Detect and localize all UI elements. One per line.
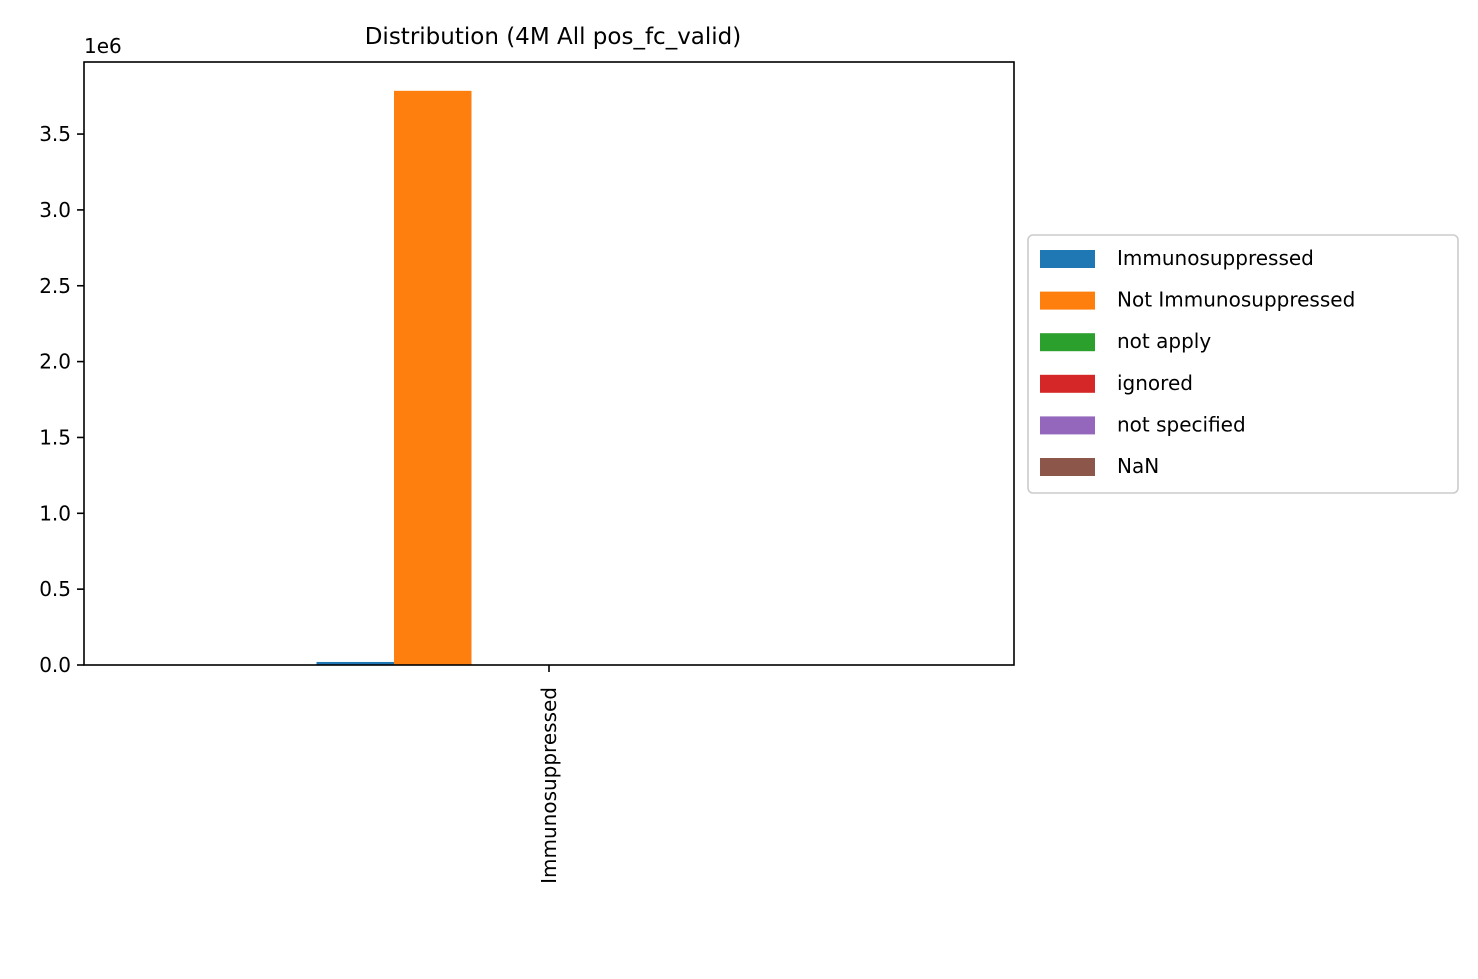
legend-label: ignored [1117, 371, 1193, 395]
bar-not-immunosuppressed [394, 90, 472, 665]
legend-label: Immunosuppressed [1117, 246, 1314, 270]
y-tick-label: 3.0 [39, 198, 71, 222]
bar-immunosuppressed [316, 661, 394, 665]
chart-title: Distribution (4M All pos_fc_valid) [365, 24, 742, 50]
y-tick-label: 1.5 [39, 425, 71, 449]
y-tick-label: 1.0 [39, 501, 71, 525]
y-tick-label: 2.5 [39, 274, 71, 298]
legend-swatch [1040, 291, 1095, 310]
x-tick-label: Immunosuppressed [537, 687, 561, 884]
legend-label: not specified [1117, 412, 1246, 436]
legend-label: Not Immunosuppressed [1117, 288, 1355, 312]
y-axis-offset-label: 1e6 [84, 34, 122, 58]
legend-label: not apply [1117, 329, 1211, 353]
bars [316, 90, 472, 665]
legend-swatch [1040, 416, 1095, 435]
legend: Immunosuppressed Not Immunosuppressed not … [1027, 234, 1459, 494]
plot-area-frame [83, 61, 1015, 666]
legend-swatch [1040, 250, 1095, 268]
y-axis: 0.0 0.5 1.0 1.5 2.0 2.5 3.0 3.5 [39, 122, 84, 677]
y-tick-label: 0.0 [39, 653, 71, 677]
legend-swatch [1040, 374, 1095, 393]
y-tick-label: 0.5 [39, 577, 71, 601]
legend-swatch [1040, 458, 1095, 476]
legend-label: NaN [1117, 454, 1159, 478]
x-axis: Immunosuppressed [537, 665, 561, 884]
y-tick-label: 3.5 [39, 122, 71, 146]
legend-box [1027, 234, 1459, 494]
y-tick-label: 2.0 [39, 350, 71, 374]
legend-swatch [1040, 333, 1095, 352]
